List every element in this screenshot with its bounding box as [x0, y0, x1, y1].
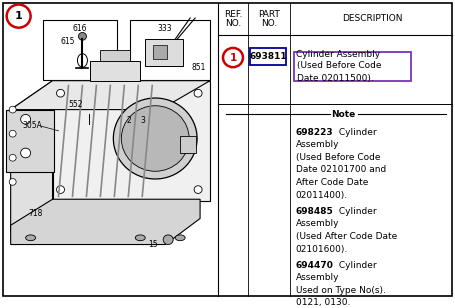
Circle shape: [121, 106, 189, 171]
Text: Cylinder: Cylinder: [336, 261, 376, 270]
Circle shape: [59, 120, 66, 128]
Text: 1: 1: [15, 11, 22, 21]
Text: 02011400).: 02011400).: [296, 191, 348, 200]
Polygon shape: [10, 81, 52, 232]
Text: 616: 616: [73, 24, 87, 33]
Bar: [132, 129, 154, 156]
Bar: [153, 45, 167, 59]
Bar: [91, 61, 140, 81]
Circle shape: [20, 148, 30, 158]
Text: 2: 2: [126, 116, 131, 125]
Bar: [294, 52, 411, 81]
Text: After Code Date: After Code Date: [296, 178, 368, 187]
Text: 615: 615: [61, 37, 75, 46]
Circle shape: [113, 98, 197, 179]
Circle shape: [194, 89, 202, 97]
Circle shape: [162, 129, 190, 156]
Text: 02101600).: 02101600).: [296, 245, 348, 253]
Text: Date 02101700 and: Date 02101700 and: [296, 165, 386, 175]
Circle shape: [56, 89, 65, 97]
Circle shape: [56, 186, 65, 193]
Text: 718: 718: [28, 209, 43, 218]
Circle shape: [154, 121, 198, 164]
Text: 1: 1: [229, 53, 237, 63]
Text: 15: 15: [148, 240, 158, 249]
Text: (Used Before Code: (Used Before Code: [297, 61, 381, 71]
Circle shape: [9, 179, 16, 185]
Text: 698485: 698485: [296, 207, 334, 216]
Text: Date 02011500).: Date 02011500).: [297, 74, 374, 83]
Circle shape: [168, 135, 184, 150]
Circle shape: [9, 130, 16, 137]
Bar: [180, 136, 196, 153]
Text: (Used Before Code: (Used Before Code: [296, 153, 380, 162]
Text: Assembly: Assembly: [296, 274, 339, 282]
Polygon shape: [10, 81, 210, 110]
Text: PART: PART: [258, 10, 280, 19]
Text: 698223: 698223: [296, 128, 334, 137]
Bar: [136, 129, 150, 156]
Ellipse shape: [25, 235, 35, 241]
Text: 693811: 693811: [249, 52, 287, 61]
Text: Note: Note: [332, 110, 356, 119]
Circle shape: [9, 106, 16, 113]
Text: 694470: 694470: [296, 261, 334, 270]
Bar: [145, 39, 183, 66]
Text: DESCRIPTION: DESCRIPTION: [342, 14, 402, 22]
Bar: [101, 50, 130, 61]
Text: REF.: REF.: [224, 10, 242, 19]
Circle shape: [194, 186, 202, 193]
Text: Cylinder Assembly: Cylinder Assembly: [296, 50, 380, 59]
Bar: [5, 110, 54, 172]
Bar: [118, 111, 208, 169]
Text: NO.: NO.: [261, 19, 277, 28]
Bar: [86, 99, 93, 116]
Text: 305A: 305A: [23, 121, 42, 131]
Circle shape: [163, 235, 173, 245]
Text: Assembly: Assembly: [296, 140, 339, 149]
Text: NO.: NO.: [225, 19, 241, 28]
Text: Cylinder: Cylinder: [336, 128, 376, 137]
Circle shape: [78, 33, 86, 40]
Text: 0121, 0130.: 0121, 0130.: [296, 298, 350, 307]
Circle shape: [9, 154, 16, 161]
Bar: [250, 48, 286, 65]
Polygon shape: [52, 81, 210, 201]
Text: Cylinder: Cylinder: [336, 207, 376, 216]
Text: 3: 3: [140, 116, 145, 125]
Bar: [43, 20, 117, 80]
Text: (Used After Code Date: (Used After Code Date: [296, 232, 397, 241]
Text: 552: 552: [68, 100, 83, 109]
Ellipse shape: [175, 235, 185, 241]
Ellipse shape: [135, 235, 145, 241]
Text: Used on Type No(s).: Used on Type No(s).: [296, 286, 386, 295]
Text: Assembly: Assembly: [296, 220, 339, 229]
Text: 851: 851: [192, 63, 206, 72]
Text: 333: 333: [158, 24, 172, 33]
Bar: [130, 20, 210, 80]
Polygon shape: [10, 201, 200, 232]
Polygon shape: [10, 199, 200, 245]
Circle shape: [20, 114, 30, 124]
